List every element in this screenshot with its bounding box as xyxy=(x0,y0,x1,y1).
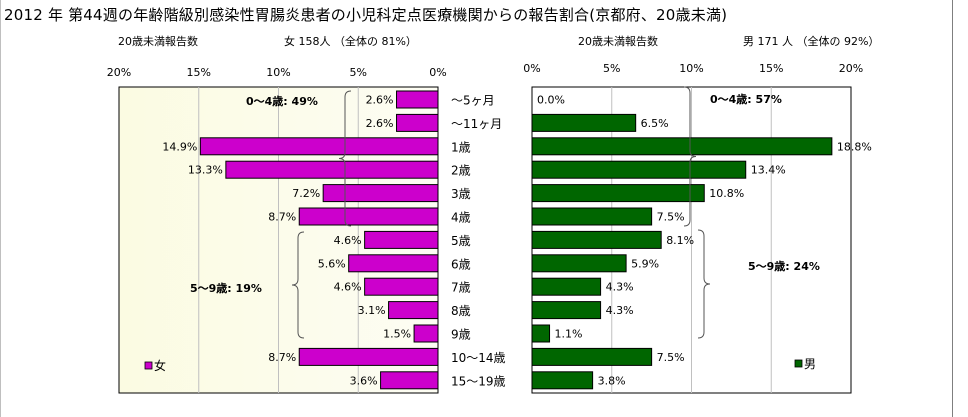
female-x-tick-label: 5% xyxy=(350,66,367,79)
female-legend-swatch xyxy=(144,361,153,370)
male-value-label: 18.8% xyxy=(837,140,872,153)
female-value-label: 8.7% xyxy=(268,211,296,224)
male-legend-label: 男 xyxy=(804,357,816,371)
male-x-tick-label: 15% xyxy=(759,62,783,75)
female-count-value: 女 158人 （全体の 81%） xyxy=(284,35,417,48)
male-bar xyxy=(531,137,833,156)
male-annotation-5-9: 5～9歳: 24% xyxy=(748,259,820,273)
female-x-tick-label: 15% xyxy=(187,66,211,79)
male-bar xyxy=(531,371,594,390)
male-x-tick-label: 0% xyxy=(523,62,540,75)
female-count-label: 20歳未満報告数 xyxy=(118,35,198,48)
male-bracket-5-9 xyxy=(697,229,711,339)
male-value-label: 4.3% xyxy=(606,281,634,294)
female-legend-label: 女 xyxy=(154,358,166,373)
female-value-label: 4.6% xyxy=(334,281,362,294)
female-x-tick-label: 0% xyxy=(429,66,446,79)
female-bar xyxy=(413,324,439,343)
male-bar xyxy=(531,347,653,366)
male-bar xyxy=(531,230,662,249)
female-bar xyxy=(348,254,439,273)
female-x-tick-label: 20% xyxy=(107,66,131,79)
female-bar xyxy=(298,207,439,226)
age-category-label: 3歳 xyxy=(451,187,471,201)
male-bar xyxy=(531,301,602,320)
female-bar xyxy=(322,184,439,203)
male-bar xyxy=(531,184,705,203)
age-category-label: 7歳 xyxy=(451,281,471,295)
female-value-label: 5.6% xyxy=(318,257,346,270)
age-category-label: ～5ヶ月 xyxy=(451,94,495,108)
age-category-label: 5歳 xyxy=(451,234,471,248)
male-count-value: 男 171 人 （全体の 92%） xyxy=(743,35,880,48)
female-bar xyxy=(364,277,439,296)
female-value-label: 3.1% xyxy=(358,304,386,317)
female-annotation-0-4: 0～4歳: 49% xyxy=(246,94,318,108)
male-annotation-0-4: 0～4歳: 57% xyxy=(710,92,782,106)
male-value-label: 5.9% xyxy=(631,257,659,270)
age-category-label: 9歳 xyxy=(451,328,471,342)
female-value-label: 8.7% xyxy=(268,351,296,364)
female-bar xyxy=(364,230,439,249)
female-value-label: 7.2% xyxy=(292,187,320,200)
male-bar xyxy=(531,277,602,296)
female-bar xyxy=(225,160,439,179)
female-value-label: 2.6% xyxy=(366,94,394,107)
male-bar xyxy=(531,254,627,273)
age-category-label: 2歳 xyxy=(451,164,471,178)
age-category-label: 1歳 xyxy=(451,140,471,154)
female-bar xyxy=(199,137,439,156)
male-bar xyxy=(531,207,653,226)
female-value-label: 4.6% xyxy=(334,234,362,247)
male-value-label: 10.8% xyxy=(709,187,744,200)
male-value-label: 4.3% xyxy=(606,304,634,317)
female-bracket-0-4 xyxy=(338,90,352,227)
female-value-label: 1.5% xyxy=(383,328,411,341)
male-value-label: 7.5% xyxy=(657,351,685,364)
age-category-label: 8歳 xyxy=(451,304,471,318)
female-value-label: 14.9% xyxy=(162,140,197,153)
female-bar xyxy=(380,371,439,390)
age-category-label: 15～19歳 xyxy=(451,374,506,388)
female-bar xyxy=(388,301,439,320)
age-category-label: ～11ヶ月 xyxy=(451,117,502,131)
male-value-label: 6.5% xyxy=(641,117,669,130)
female-value-label: 2.6% xyxy=(366,117,394,130)
male-value-label: 0.0% xyxy=(537,94,565,107)
male-bar xyxy=(531,113,637,132)
female-bar xyxy=(396,113,439,132)
age-category-label: 10～14歳 xyxy=(451,351,506,365)
male-value-label: 1.1% xyxy=(555,328,583,341)
male-bracket-0-4 xyxy=(683,86,697,227)
chart-title: 2012 年 第44週の年齢階級別感染性胃腸炎患者の小児科定点医療機関からの報告… xyxy=(4,6,728,24)
female-value-label: 3.6% xyxy=(350,374,378,387)
age-category-label: 6歳 xyxy=(451,257,471,271)
male-bar xyxy=(531,324,551,343)
male-value-label: 8.1% xyxy=(666,234,694,247)
age-category-label: 4歳 xyxy=(451,211,471,225)
male-value-label: 7.5% xyxy=(657,211,685,224)
male-count-label: 20歳未満報告数 xyxy=(578,35,658,48)
male-value-label: 3.8% xyxy=(598,374,626,387)
male-x-tick-label: 20% xyxy=(839,62,863,75)
female-annotation-5-9: 5～9歳: 19% xyxy=(190,281,262,295)
female-bar xyxy=(298,347,439,366)
male-bar xyxy=(531,160,747,179)
male-legend-swatch xyxy=(794,359,803,368)
male-value-label: 13.4% xyxy=(751,164,786,177)
female-x-tick-label: 10% xyxy=(266,66,290,79)
female-bar xyxy=(396,90,439,109)
male-x-tick-label: 10% xyxy=(679,62,703,75)
female-bracket-5-9 xyxy=(291,231,305,339)
female-value-label: 13.3% xyxy=(188,164,223,177)
male-x-tick-label: 5% xyxy=(603,62,620,75)
